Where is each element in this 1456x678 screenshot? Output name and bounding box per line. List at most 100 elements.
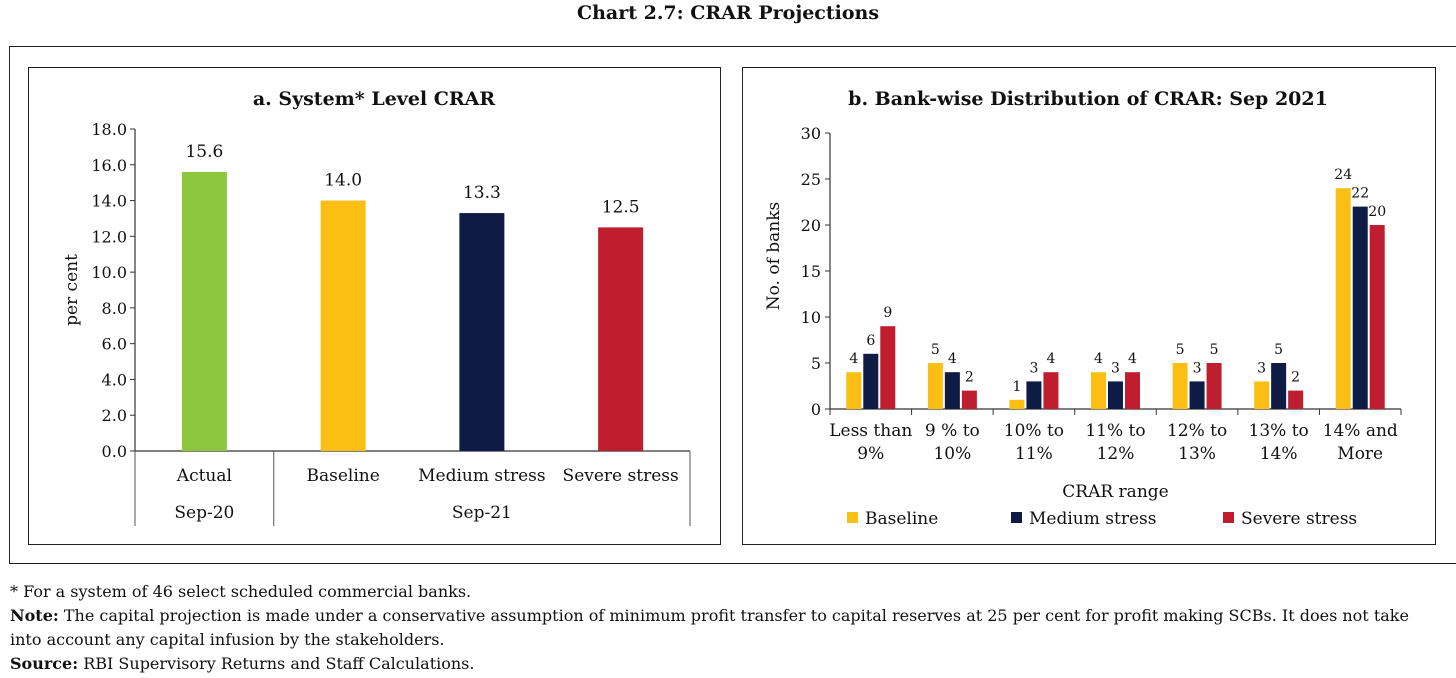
source-text: RBI Supervisory Returns and Staff Calcul… <box>78 654 475 673</box>
chart-a-y-tick-label: 0.0 <box>102 442 127 461</box>
chart-a-title: a. System* Level CRAR <box>253 88 496 110</box>
footnote-source: Source: RBI Supervisory Returns and Staf… <box>10 652 1456 676</box>
chart-b-data-label: 2 <box>1291 370 1300 386</box>
chart-b-bar <box>880 326 896 409</box>
chart-a-y-tick-label: 4.0 <box>102 370 127 389</box>
chart-b-bar <box>1206 363 1222 409</box>
chart-a-group-label: Sep-21 <box>452 503 512 523</box>
chart-panel-b: b. Bank-wise Distribution of CRAR: Sep 2… <box>742 67 1436 545</box>
chart-b-bar <box>1091 372 1106 409</box>
chart-b-legend-label: Severe stress <box>1241 509 1357 529</box>
footnotes: * For a system of 46 select scheduled co… <box>10 580 1456 676</box>
chart-b-bar <box>944 372 960 409</box>
chart-panel-a: a. System* Level CRAR 0.0 2.0 4.0 6.0 8.0 10.0… <box>28 67 721 545</box>
chart-a-category-label: Baseline <box>306 466 379 486</box>
page-title: Chart 2.7: CRAR Projections <box>576 2 880 24</box>
chart-a-y-tick-label: 6.0 <box>102 335 127 354</box>
chart-b-data-label: 5 <box>1176 342 1185 358</box>
chart-b-y-tick-label: 10 <box>801 308 821 327</box>
chart-b-category-label: 9 % to <box>925 421 980 441</box>
chart-b-bar <box>1125 372 1140 409</box>
chart-b-data-label: 4 <box>1094 351 1103 367</box>
chart-b-title: b. Bank-wise Distribution of CRAR: Sep 2… <box>848 88 1328 110</box>
chart-b-y-tick-label: 30 <box>801 124 821 143</box>
chart-b-legend-label: Baseline <box>865 509 938 529</box>
chart-b-data-label: 4 <box>1046 351 1055 367</box>
chart-b-bar <box>1369 225 1385 409</box>
chart-b-data-label: 5 <box>931 342 940 358</box>
chart-b-y-label: No. of banks <box>764 202 784 311</box>
chart-a-data-label: 15.6 <box>185 142 223 162</box>
chart-a-data-label: 13.3 <box>463 183 501 203</box>
chart-a-data-label: 14.0 <box>324 171 362 191</box>
chart-a-y-tick-label: 2.0 <box>102 406 127 425</box>
note-label: Note: <box>10 606 59 625</box>
chart-a-bar <box>181 171 227 451</box>
chart-b-bar <box>1335 188 1351 409</box>
chart-b-data-label: 2 <box>965 370 974 386</box>
chart-b-data-label: 4 <box>948 351 957 367</box>
chart-b-data-label: 5 <box>1210 342 1219 358</box>
chart-b-category-label: 13% <box>1178 444 1216 464</box>
chart-a-group-label: Sep-20 <box>174 503 234 523</box>
chart-b-data-label: 3 <box>1029 360 1038 376</box>
chart-a-y-tick-label: 10.0 <box>91 263 127 282</box>
chart-b-legend-swatch <box>847 512 858 523</box>
chart-b-bar <box>1189 381 1205 409</box>
chart-a-bar <box>320 200 366 451</box>
chart-b-data-label: 9 <box>883 305 892 321</box>
chart-b-data-label: 4 <box>849 351 858 367</box>
chart-b-category-label: 11% to <box>1085 421 1145 441</box>
chart-b-x-label: CRAR range <box>1062 482 1168 502</box>
chart-b-legend-swatch <box>1011 512 1022 523</box>
chart-a-y-label: per cent <box>62 254 82 326</box>
chart-b-category-label: 13% to <box>1249 421 1309 441</box>
chart-b-data-label: 3 <box>1257 360 1266 376</box>
chart-b-y-tick-label: 0 <box>811 400 821 419</box>
chart-b-bar <box>863 353 879 409</box>
chart-b-category-label: 12% to <box>1167 421 1227 441</box>
chart-a-y-tick-label: 16.0 <box>91 156 127 175</box>
chart-b-category-label: 10% <box>933 444 971 464</box>
chart-b-bar <box>1352 206 1368 409</box>
source-label: Source: <box>10 654 79 673</box>
chart-b-category-label: 11% <box>1015 444 1053 464</box>
chart-a-data-label: 12.5 <box>602 197 640 217</box>
chart-b-bar <box>1026 381 1042 409</box>
chart-b-bar <box>1108 381 1123 409</box>
chart-b-data-label: 22 <box>1351 186 1369 202</box>
chart-a-y-tick-label: 8.0 <box>102 299 127 318</box>
chart-a-category-label: Medium stress <box>418 466 545 486</box>
note-text: The capital projection is made under a c… <box>58 606 1409 625</box>
chart-b-bar <box>1288 390 1304 409</box>
chart-a-category-label: Actual <box>176 466 232 486</box>
chart-b-data-label: 6 <box>866 333 875 349</box>
chart-b-bar <box>1172 363 1188 409</box>
chart-b-category-label: 10% to <box>1004 421 1064 441</box>
chart-a-bar <box>459 213 505 451</box>
chart-a-svg: a. System* Level CRAR 0.0 2.0 4.0 6.0 8.0 10.0… <box>62 88 691 526</box>
chart-b-legend-swatch <box>1223 512 1234 523</box>
chart-a-y-tick-label: 14.0 <box>91 192 127 211</box>
chart-b-data-label: 1 <box>1012 379 1021 395</box>
chart-b-svg: b. Bank-wise Distribution of CRAR: Sep 2… <box>764 88 1402 529</box>
chart-b-bar <box>846 372 862 409</box>
chart-b-category-label: Less than <box>829 421 912 441</box>
chart-b-bar <box>1009 399 1025 409</box>
chart-a-category-label: Severe stress <box>563 466 679 486</box>
chart-b-bar <box>1271 363 1287 409</box>
chart-b-data-label: 24 <box>1334 167 1352 183</box>
chart-b-data-label: 5 <box>1274 342 1283 358</box>
chart-b-y-tick-label: 5 <box>811 354 821 373</box>
footnote-note-cont: into account any capital infusion by the… <box>10 630 445 649</box>
chart-b-bar <box>961 390 977 409</box>
chart-a-bar <box>598 227 644 451</box>
chart-b-data-label: 3 <box>1193 360 1202 376</box>
chart-b-bar <box>1043 372 1059 409</box>
chart-b-y-tick-label: 15 <box>801 262 821 281</box>
chart-b-bar <box>927 363 943 409</box>
chart-b-category-label: 9% <box>857 444 884 464</box>
chart-b-y-tick-label: 25 <box>801 170 821 189</box>
footnote-star: * For a system of 46 select scheduled co… <box>10 582 472 601</box>
chart-b-data-label: 20 <box>1368 204 1386 220</box>
